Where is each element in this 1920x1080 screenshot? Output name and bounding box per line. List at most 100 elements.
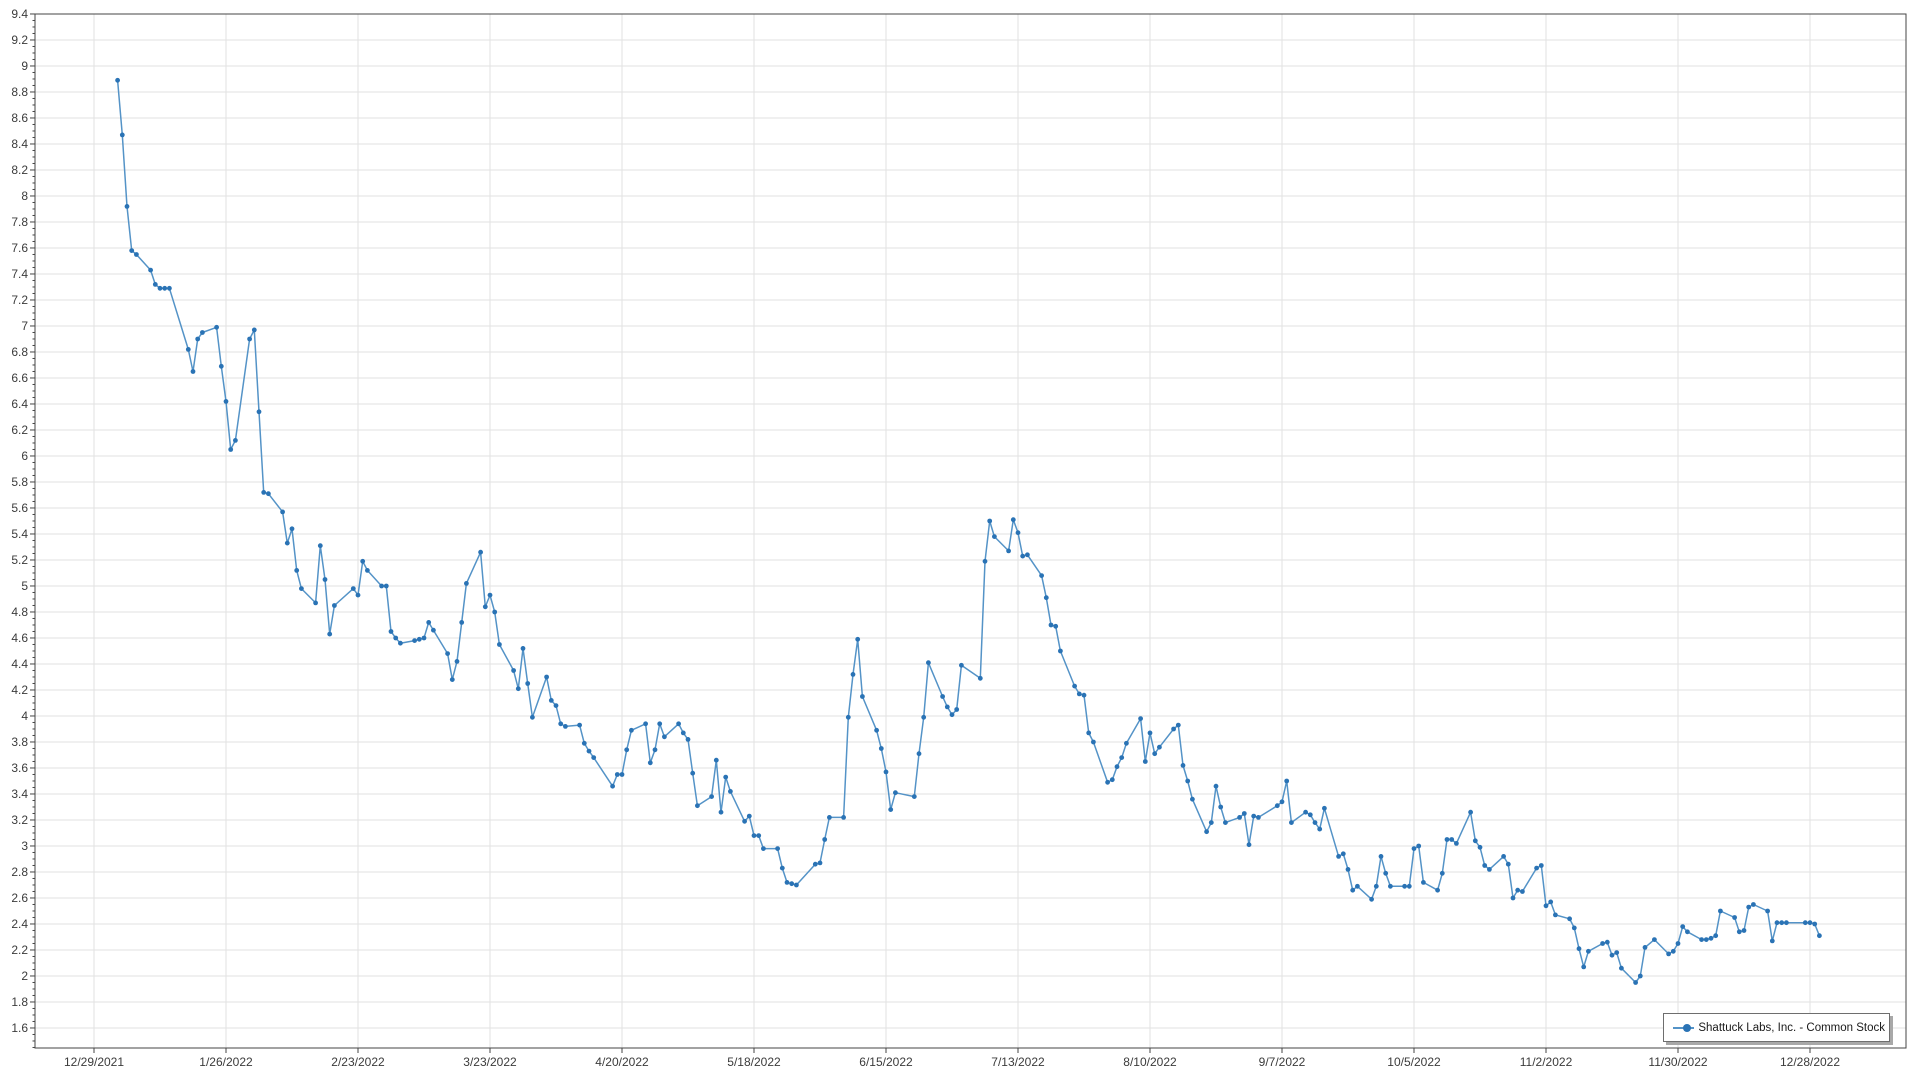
svg-text:9/7/2022: 9/7/2022 [1259, 1055, 1306, 1069]
data-point [1548, 899, 1554, 905]
data-point [247, 336, 253, 342]
data-point [1175, 722, 1181, 728]
data-point [874, 727, 879, 733]
data-point [299, 586, 304, 591]
data-point [1751, 902, 1756, 907]
data-point [223, 399, 229, 404]
data-point [1774, 920, 1780, 926]
data-point [563, 724, 568, 729]
data-point [1218, 804, 1224, 810]
svg-text:8.6: 8.6 [11, 111, 28, 125]
data-point [383, 583, 389, 589]
svg-text:5.2: 5.2 [11, 553, 28, 567]
data-point [492, 609, 498, 615]
svg-text:5.8: 5.8 [11, 475, 28, 489]
data-point [883, 769, 889, 775]
data-point [487, 592, 493, 598]
data-point [393, 635, 399, 641]
data-point [1538, 863, 1544, 868]
data-point [1604, 939, 1610, 945]
data-point [1586, 948, 1591, 954]
svg-text:5/18/2022: 5/18/2022 [727, 1055, 781, 1069]
data-point [464, 581, 469, 586]
data-point [944, 704, 950, 710]
data-point [313, 600, 318, 606]
data-point [449, 677, 455, 682]
data-point [1142, 759, 1148, 764]
data-point [1010, 517, 1016, 523]
data-point [280, 509, 285, 515]
data-point [1015, 530, 1021, 536]
svg-text:8.2: 8.2 [11, 163, 28, 177]
data-point [878, 746, 884, 751]
data-point [1020, 553, 1026, 559]
data-point [1444, 837, 1450, 842]
svg-text:3.2: 3.2 [11, 813, 28, 827]
svg-text:5.4: 5.4 [11, 527, 28, 541]
data-point [1114, 764, 1120, 770]
data-point [548, 698, 554, 703]
data-point [1303, 809, 1308, 815]
data-point [1350, 887, 1356, 893]
data-point [1322, 805, 1327, 811]
svg-text:4: 4 [21, 709, 28, 723]
data-point [1699, 937, 1704, 942]
data-point [322, 577, 328, 582]
data-point [327, 631, 333, 637]
svg-text:3.6: 3.6 [11, 761, 28, 775]
data-point [723, 774, 729, 780]
gridlines [35, 13, 1906, 1048]
data-point [775, 846, 780, 851]
data-point [412, 638, 417, 643]
data-point [1251, 813, 1257, 819]
data-point [1105, 779, 1110, 785]
data-point [1383, 870, 1389, 876]
data-point [1675, 941, 1681, 946]
legend: Shattuck Labs, Inc. - Common Stock [1663, 1013, 1890, 1042]
data-point [1642, 945, 1648, 950]
svg-text:11/30/2022: 11/30/2022 [1648, 1055, 1707, 1069]
data-point [1619, 965, 1624, 971]
data-point [1246, 842, 1252, 848]
svg-text:1.8: 1.8 [11, 995, 28, 1009]
svg-text:1.6: 1.6 [11, 1021, 28, 1035]
svg-text:2.4: 2.4 [11, 917, 28, 931]
data-point [1802, 920, 1808, 926]
data-point [115, 77, 120, 83]
data-point [228, 447, 234, 452]
data-point [921, 714, 927, 720]
svg-text:11/2/2022: 11/2/2022 [1520, 1055, 1573, 1069]
data-point [421, 635, 427, 641]
data-point [860, 694, 865, 699]
data-point [511, 668, 516, 673]
data-point [1543, 903, 1549, 909]
data-point [162, 285, 168, 291]
data-point [647, 760, 653, 766]
data-point [1124, 740, 1129, 746]
svg-text:2.8: 2.8 [11, 865, 28, 879]
svg-text:9: 9 [21, 59, 28, 73]
data-point [685, 737, 691, 742]
data-point [167, 285, 172, 291]
data-point [614, 772, 620, 777]
data-point [610, 783, 615, 789]
data-point [1779, 920, 1785, 926]
data-point [1553, 912, 1558, 918]
data-point [445, 651, 450, 656]
data-point [520, 646, 526, 651]
data-point [1817, 933, 1822, 939]
data-point [515, 686, 521, 692]
data-point [261, 490, 267, 495]
svg-text:8.8: 8.8 [11, 85, 28, 99]
data-point [1472, 838, 1478, 844]
data-point [1006, 548, 1011, 554]
data-point [812, 861, 818, 867]
data-point [1340, 851, 1346, 857]
data-point [959, 662, 964, 668]
data-point [1614, 950, 1620, 955]
svg-text:12/28/2022: 12/28/2022 [1780, 1055, 1840, 1069]
data-point [789, 881, 795, 887]
data-point [1746, 904, 1752, 910]
